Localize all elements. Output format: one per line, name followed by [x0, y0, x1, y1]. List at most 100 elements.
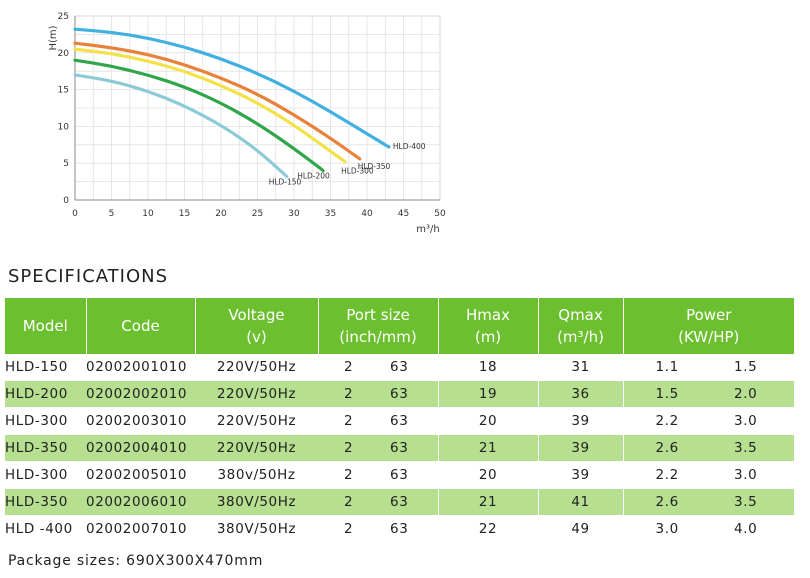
cell-port-mm: 63	[376, 461, 439, 489]
cell-hp: 1.5	[710, 354, 795, 381]
cell-hp: 3.5	[710, 488, 795, 516]
cell-model: HLD-150	[5, 354, 86, 381]
cell-voltage: 380V/50Hz	[195, 488, 318, 516]
table-row: HLD-350 02002004010 220V/50Hz 2 63 21 39 2.6 3.5	[5, 434, 795, 462]
x-tick-label: 45	[398, 209, 409, 219]
cell-hmax: 21	[437, 488, 539, 516]
cell-qmax: 39	[537, 461, 624, 489]
cell-code: 02002004010	[86, 434, 195, 462]
cell-model: HLD-300	[5, 407, 86, 435]
cell-port-inch: 2	[318, 461, 376, 489]
series-line-hld-400	[73, 27, 391, 149]
cell-port-inch: 2	[318, 488, 376, 516]
cell-hmax: 19	[437, 380, 539, 408]
cell-qmax: 39	[537, 434, 624, 462]
cell-qmax: 36	[537, 380, 624, 408]
x-tick-label: 0	[72, 209, 78, 219]
y-tick-label: 0	[63, 196, 69, 206]
x-tick-label: 5	[109, 209, 115, 219]
cell-port-inch: 2	[318, 407, 376, 435]
cell-port-inch: 2	[318, 515, 376, 543]
cell-hp: 2.0	[710, 380, 795, 408]
x-axis-title: m³/h	[416, 224, 439, 235]
series-label-hld-200: HLD-200	[297, 172, 330, 181]
x-tick-label: 50	[434, 209, 446, 219]
cell-voltage: 220V/50Hz	[195, 434, 318, 462]
cell-hp: 3.0	[710, 407, 795, 435]
cell-voltage: 380v/50Hz	[195, 461, 318, 489]
table-row: HLD-300 02002003010 220V/50Hz 2 63 20 39 2.2 3.0	[5, 407, 795, 435]
y-tick-label: 10	[58, 122, 70, 132]
cell-model: HLD-300	[5, 461, 86, 489]
table-row: HLD -400 02002007010 380V/50Hz 2 63 22 49 3.0 4.…	[5, 515, 795, 543]
cell-voltage: 220V/50Hz	[195, 380, 318, 408]
cell-port-inch: 2	[318, 434, 376, 462]
x-tick-label: 15	[179, 209, 190, 219]
header-hmax: Hmax (m)	[438, 298, 539, 354]
x-tick-label: 35	[325, 209, 336, 219]
cell-code: 02002001010	[86, 354, 195, 381]
cell-port-mm: 63	[376, 407, 439, 435]
specifications-heading: SPECIFICATIONS	[8, 266, 169, 287]
cell-kw: 2.6	[622, 434, 711, 462]
cell-model: HLD -400	[5, 515, 86, 543]
y-tick-label: 20	[58, 49, 70, 59]
cell-kw: 2.6	[622, 488, 711, 516]
cell-model: HLD-200	[5, 380, 86, 408]
cell-kw: 3.0	[622, 515, 711, 543]
cell-hmax: 20	[437, 461, 539, 489]
header-model: Model	[5, 298, 87, 354]
header-qmax: Qmax (m³/h)	[538, 298, 624, 354]
cell-kw: 2.2	[622, 407, 711, 435]
series-label-hld-150: HLD-150	[269, 177, 302, 186]
cell-code: 02002002010	[86, 380, 195, 408]
cell-port-mm: 63	[376, 488, 439, 516]
header-power: Power (KW/HP)	[623, 298, 795, 354]
cell-qmax: 41	[537, 488, 624, 516]
header-voltage: Voltage (v)	[195, 298, 319, 354]
series-label-hld-350: HLD-350	[358, 162, 391, 171]
cell-port-mm: 63	[376, 354, 439, 381]
cell-model: HLD-350	[5, 488, 86, 516]
header-code: Code	[86, 298, 196, 354]
cell-qmax: 49	[537, 515, 624, 543]
package-sizes: Package sizes: 690X300X470mm	[8, 553, 263, 569]
series-line-hld-300	[73, 47, 347, 164]
cell-port-inch: 2	[318, 380, 376, 408]
cell-code: 02002007010	[86, 515, 195, 543]
package-sizes-value: 690X300X470mm	[126, 553, 264, 569]
cell-code: 02002005010	[86, 461, 195, 489]
package-sizes-label: Package sizes:	[8, 553, 121, 569]
cell-voltage: 220V/50Hz	[195, 407, 318, 435]
series-label-hld-300: HLD-300	[341, 167, 374, 176]
table-row: HLD-350 02002006010 380V/50Hz 2 63 21 41 2.6 3.5	[5, 488, 795, 516]
cell-port-inch: 2	[318, 354, 376, 381]
cell-hmax: 21	[437, 434, 539, 462]
table-header-row: Model Code Voltage (v) Port size (inch/mm)…	[5, 298, 795, 354]
series-line-hld-350	[73, 41, 362, 161]
x-tick-label: 40	[361, 209, 373, 219]
cell-code: 02002003010	[86, 407, 195, 435]
cell-port-mm: 63	[376, 380, 439, 408]
cell-voltage: 220V/50Hz	[195, 354, 318, 381]
cell-hmax: 22	[437, 515, 539, 543]
cell-hmax: 20	[437, 407, 539, 435]
series-label-hld-400: HLD-400	[393, 142, 426, 151]
cell-kw: 1.5	[622, 380, 711, 408]
y-tick-label: 5	[63, 159, 69, 169]
x-tick-label: 10	[142, 209, 154, 219]
cell-hp: 3.0	[710, 461, 795, 489]
y-axis-title: H(m)	[48, 25, 59, 50]
cell-hp: 4.0	[710, 515, 795, 543]
series-line-hld-200	[73, 58, 325, 173]
cell-port-mm: 63	[376, 434, 439, 462]
y-tick-label: 15	[58, 86, 69, 96]
cell-hmax: 18	[437, 354, 539, 381]
cell-voltage: 380V/50Hz	[195, 515, 318, 543]
pump-curve-chart: 0 5 10 15 20 25 30 35 40 45 50 0 5 10 15 20 25 H(m) m³/h HL…	[0, 0, 480, 250]
cell-qmax: 31	[537, 354, 624, 381]
table-row: HLD-200 02002002010 220V/50Hz 2 63 19 36 1.5 2.0	[5, 380, 795, 408]
x-tick-label: 25	[252, 209, 263, 219]
cell-qmax: 39	[537, 407, 624, 435]
cell-port-mm: 63	[376, 515, 439, 543]
